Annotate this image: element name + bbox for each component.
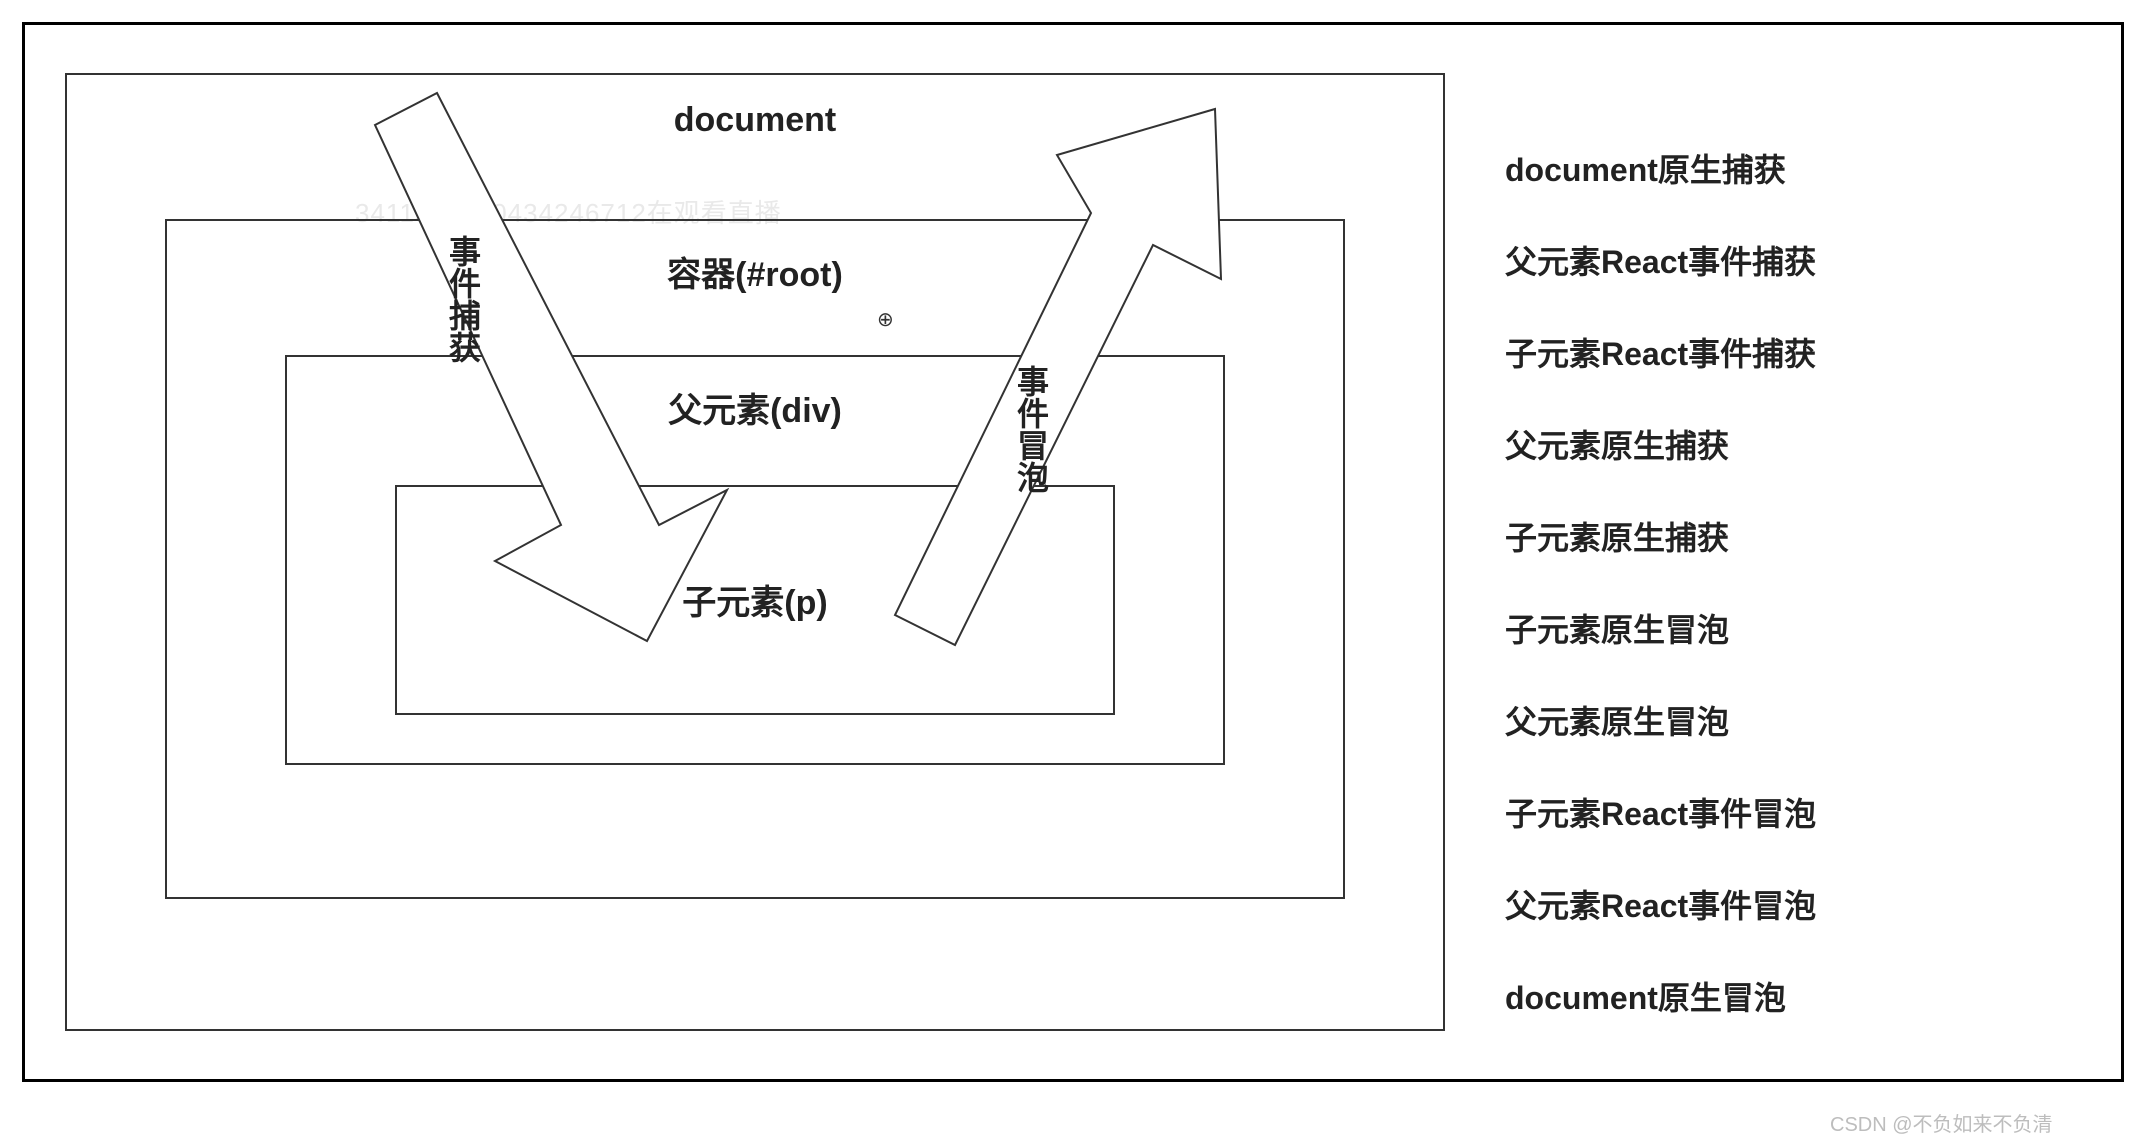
magnify-cursor-icon: ⊕ <box>877 307 894 332</box>
box-document-label: document <box>67 101 1443 140</box>
diagram-area: 3411521750434246712在观看直播 document 容器(#ro… <box>25 25 1465 1079</box>
list-item: document原生捕获 <box>1505 145 2105 191</box>
list-item: 子元素原生捕获 <box>1505 513 2105 559</box>
event-order-list: document原生捕获 父元素React事件捕获 子元素React事件捕获 父… <box>1505 145 2105 1065</box>
list-item: 父元素原生捕获 <box>1505 421 2105 467</box>
list-item: 父元素原生冒泡 <box>1505 697 2105 743</box>
box-child: 子元素(p) <box>395 485 1115 715</box>
list-item: 子元素React事件冒泡 <box>1505 789 2105 835</box>
list-item: document原生冒泡 <box>1505 973 2105 1019</box>
list-item: 子元素React事件捕获 <box>1505 329 2105 375</box>
footer-credit: CSDN @不负如来不负清 <box>1830 1108 2053 1137</box>
box-child-label: 子元素(p) <box>397 575 1113 624</box>
list-item: 父元素React事件冒泡 <box>1505 881 2105 927</box>
box-root-label: 容器(#root) <box>167 247 1343 296</box>
box-parent-label: 父元素(div) <box>287 383 1223 432</box>
list-item: 父元素React事件捕获 <box>1505 237 2105 283</box>
list-item: 子元素原生冒泡 <box>1505 605 2105 651</box>
outer-frame: 3411521750434246712在观看直播 document 容器(#ro… <box>22 22 2124 1082</box>
